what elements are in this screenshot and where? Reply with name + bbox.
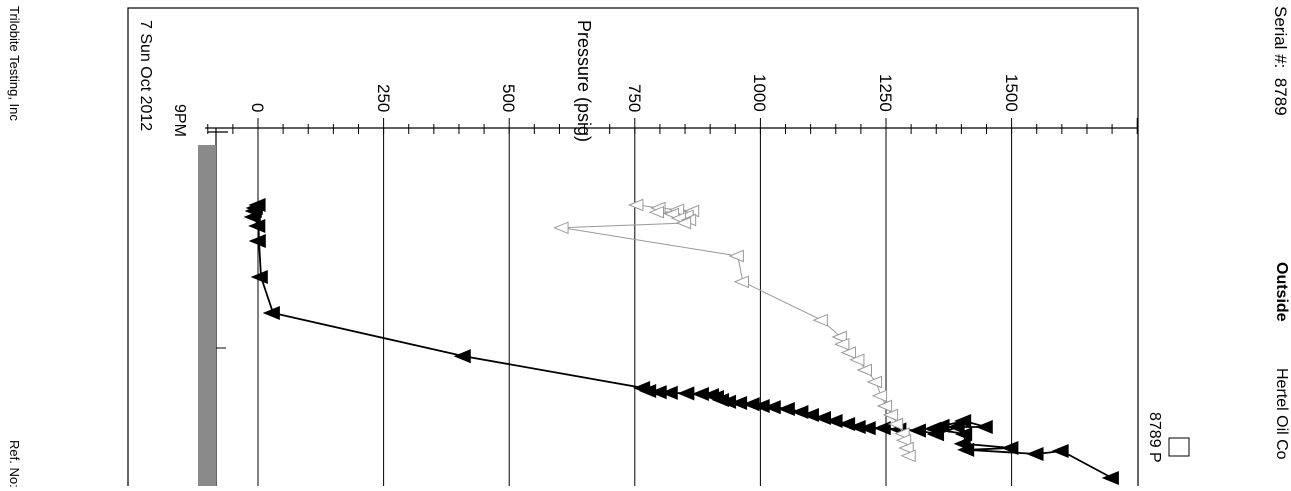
data-point: [849, 353, 865, 367]
data-point: [627, 198, 644, 212]
data-point: [248, 233, 266, 249]
y-tick-label: 1250: [876, 74, 895, 112]
data-point: [833, 337, 850, 351]
company-label: Hertel Oil Co: [1273, 368, 1290, 460]
data-point: [882, 408, 899, 422]
data-point: [1051, 443, 1069, 459]
data-point: [1026, 446, 1044, 462]
data-point: [876, 399, 893, 413]
data-point: [831, 330, 847, 344]
data-point: [873, 421, 891, 436]
footer-company: Trilobite Testing, Inc: [7, 6, 22, 121]
data-point: [262, 305, 280, 321]
data-point: [825, 413, 843, 429]
data-point: [840, 346, 856, 359]
time-tick-date: 7 Sun Oct 2012: [137, 20, 154, 132]
time-bar: [198, 145, 216, 490]
data-point: [866, 375, 883, 389]
y-axis-title: Pressure (psig): [574, 20, 594, 143]
serial-value: 8789: [1271, 77, 1290, 116]
data-point: [895, 433, 912, 447]
data-point: [648, 205, 665, 219]
y-tick-label: 0: [248, 102, 267, 112]
ref-label: Ref. No:: [7, 440, 22, 488]
data-point: [923, 421, 942, 436]
series-line-outside-pressure: [253, 204, 1113, 479]
data-point: [900, 449, 916, 463]
plot-frame: [127, 7, 1139, 489]
data-point: [812, 313, 828, 327]
data-point: [1101, 470, 1119, 486]
time-tick-label: 9PM: [171, 104, 188, 137]
y-tick-label: 750: [624, 83, 644, 112]
legend-label: 8789 P: [1146, 412, 1163, 463]
data-point: [954, 413, 972, 429]
data-point: [675, 216, 692, 230]
data-point: [932, 418, 950, 433]
serial-label: Serial #: 8789: [1271, 6, 1290, 116]
data-point: [1001, 440, 1019, 456]
data-point: [677, 386, 695, 401]
data-point: [248, 218, 266, 234]
y-tick-label: 500: [499, 83, 519, 112]
data-point: [763, 400, 781, 415]
data-point: [947, 419, 965, 435]
data-point: [733, 275, 749, 289]
data-point: [660, 385, 678, 400]
data-point: [871, 389, 888, 403]
data-point: [975, 419, 993, 435]
data-point: [243, 209, 261, 225]
data-point: [728, 249, 744, 263]
y-tick-label: 1500: [1001, 74, 1021, 112]
data-point: [856, 363, 873, 377]
data-point: [553, 221, 569, 235]
data-point: [777, 401, 795, 417]
y-tick-label: 250: [373, 83, 393, 112]
series-line-inside-pressure: [562, 204, 911, 456]
data-point: [957, 442, 975, 457]
data-point: [955, 427, 973, 442]
data-point: [908, 423, 926, 438]
y-tick-label: 1000: [750, 74, 770, 112]
legend-swatch: [1168, 437, 1190, 457]
location-label: Outside: [1273, 262, 1290, 322]
data-point: [887, 417, 904, 431]
data-point: [250, 269, 268, 285]
data-point: [453, 349, 471, 364]
data-point: [898, 441, 914, 455]
